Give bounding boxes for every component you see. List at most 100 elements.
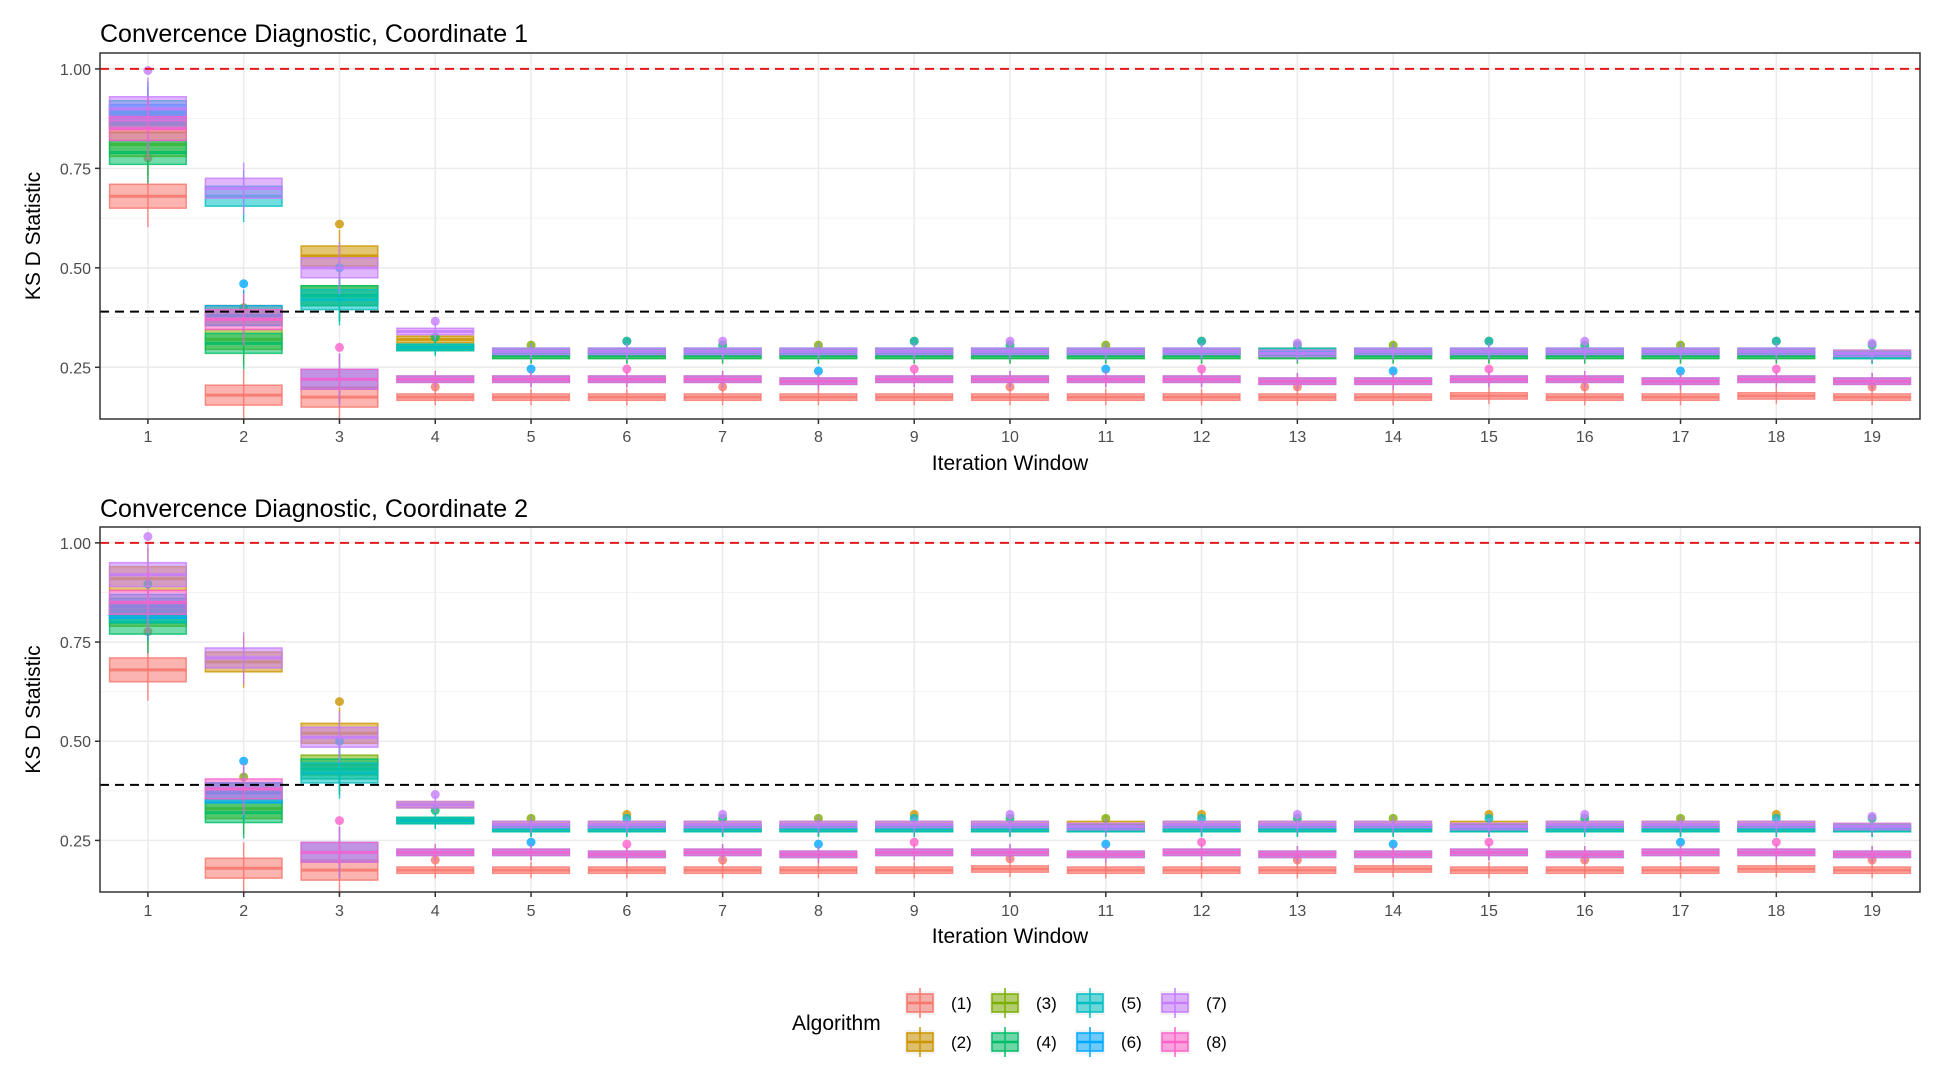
legend-label: (1) xyxy=(951,994,972,1013)
x-tick-label: 5 xyxy=(527,429,536,446)
box-outlier xyxy=(1292,809,1302,819)
y-tick-label: 0.75 xyxy=(60,635,91,652)
x-tick-label: 16 xyxy=(1576,903,1594,920)
legend-item-1: (1) xyxy=(905,988,972,1018)
box-outlier xyxy=(1197,336,1207,346)
x-tick-label: 15 xyxy=(1480,429,1498,446)
x-tick-label: 10 xyxy=(1001,903,1019,920)
x-tick-label: 17 xyxy=(1672,903,1690,920)
box-outlier xyxy=(526,364,536,374)
panel-coordinate-2: Convercence Diagnostic, Coordinate 2 0.25… xyxy=(22,495,1921,948)
box-outlier xyxy=(334,219,344,229)
x-tick-label: 7 xyxy=(718,429,727,446)
x-tick-label: 3 xyxy=(335,429,344,446)
x-tick-label: 14 xyxy=(1384,429,1402,446)
panel-coordinate-1: Convercence Diagnostic, Coordinate 1 0.25… xyxy=(22,20,1921,475)
legend-label: (5) xyxy=(1121,994,1142,1013)
box-outlier xyxy=(1676,837,1686,847)
x-tick-label: 1 xyxy=(143,903,152,920)
box-outlier xyxy=(622,336,632,346)
legend-label: (7) xyxy=(1206,994,1227,1013)
series-8 xyxy=(108,97,1912,406)
x-tick-label: 18 xyxy=(1767,429,1785,446)
x-tick-label: 13 xyxy=(1288,429,1306,446)
y-tick-label: 1.00 xyxy=(60,62,91,79)
box-outlier xyxy=(622,364,632,374)
x-tick-label: 11 xyxy=(1097,903,1114,920)
x-tick-label: 12 xyxy=(1193,429,1211,446)
series-1 xyxy=(108,153,1912,423)
x-tick-label: 6 xyxy=(622,903,631,920)
series-7 xyxy=(108,66,1912,362)
box-outlier xyxy=(909,837,919,847)
legend-item-4: (4) xyxy=(990,1027,1057,1057)
box-outlier xyxy=(1484,364,1494,374)
x-tick-label: 4 xyxy=(431,429,440,446)
x-axis-title: Iteration Window xyxy=(932,925,1089,948)
x-tick-label: 19 xyxy=(1863,903,1881,920)
x-tick-label: 1 xyxy=(143,429,152,446)
box-outlier xyxy=(1197,364,1207,374)
x-tick-label: 18 xyxy=(1767,903,1785,920)
box-outlier xyxy=(813,366,823,376)
x-axis-title: Iteration Window xyxy=(932,452,1089,475)
box-outlier xyxy=(1197,837,1207,847)
box-outlier xyxy=(1388,366,1398,376)
x-tick-label: 16 xyxy=(1576,429,1594,446)
x-tick-label: 2 xyxy=(239,903,248,920)
x-tick-label: 6 xyxy=(622,429,631,446)
x-tick-label: 2 xyxy=(239,429,248,446)
box-outlier xyxy=(1580,809,1590,819)
x-tick-label: 8 xyxy=(814,429,823,446)
box-outlier xyxy=(1771,364,1781,374)
x-tick-label: 7 xyxy=(718,903,727,920)
box-outlier xyxy=(143,532,153,542)
y-axis-title: KS D Statistic xyxy=(22,172,45,300)
legend-label: (3) xyxy=(1036,994,1057,1013)
chart-title: Convercence Diagnostic, Coordinate 2 xyxy=(100,495,528,523)
y-tick-label: 1.00 xyxy=(60,536,91,553)
box-outlier xyxy=(1388,839,1398,849)
y-tick-label: 0.25 xyxy=(60,360,91,377)
x-tick-label: 11 xyxy=(1097,429,1114,446)
box-outlier xyxy=(909,336,919,346)
box-outlier xyxy=(1005,809,1015,819)
x-tick-label: 14 xyxy=(1384,903,1402,920)
x-tick-label: 5 xyxy=(527,903,536,920)
box-outlier xyxy=(1580,336,1590,346)
box-outlier xyxy=(1101,364,1111,374)
box-outlier xyxy=(430,790,440,800)
legend-item-3: (3) xyxy=(990,988,1057,1018)
y-tick-label: 0.25 xyxy=(60,833,91,850)
box-outlier xyxy=(1771,336,1781,346)
chart-title: Convercence Diagnostic, Coordinate 1 xyxy=(100,20,528,48)
x-tick-label: 19 xyxy=(1863,429,1881,446)
legend-label: (2) xyxy=(951,1033,972,1052)
x-tick-label: 12 xyxy=(1193,903,1211,920)
legend-label: (6) xyxy=(1121,1033,1142,1052)
y-tick-label: 0.50 xyxy=(60,261,91,278)
x-tick-label: 10 xyxy=(1001,429,1019,446)
x-tick-label: 3 xyxy=(335,903,344,920)
box-outlier xyxy=(239,279,249,289)
box-outlier xyxy=(526,837,536,847)
series-8 xyxy=(108,571,1912,879)
box-outlier xyxy=(718,336,728,346)
box-outlier xyxy=(1484,336,1494,346)
x-tick-label: 8 xyxy=(814,903,823,920)
x-tick-label: 9 xyxy=(910,429,919,446)
box-outlier xyxy=(334,697,344,707)
y-tick-label: 0.50 xyxy=(60,734,91,751)
box-outlier xyxy=(718,809,728,819)
legend-label: (8) xyxy=(1206,1033,1227,1052)
box-outlier xyxy=(1101,839,1111,849)
box-outlier xyxy=(1292,338,1302,348)
box-outlier xyxy=(909,364,919,374)
legend: Algorithm (1) (2) (3) (4) (5) (6) (7) (8) xyxy=(792,988,1227,1057)
box-outlier xyxy=(1867,811,1877,821)
x-tick-label: 15 xyxy=(1480,903,1498,920)
y-axis-title: KS D Statistic xyxy=(22,645,45,773)
legend-item-2: (2) xyxy=(905,1027,972,1057)
series-1 xyxy=(108,627,1912,896)
legend-item-5: (5) xyxy=(1075,988,1142,1018)
